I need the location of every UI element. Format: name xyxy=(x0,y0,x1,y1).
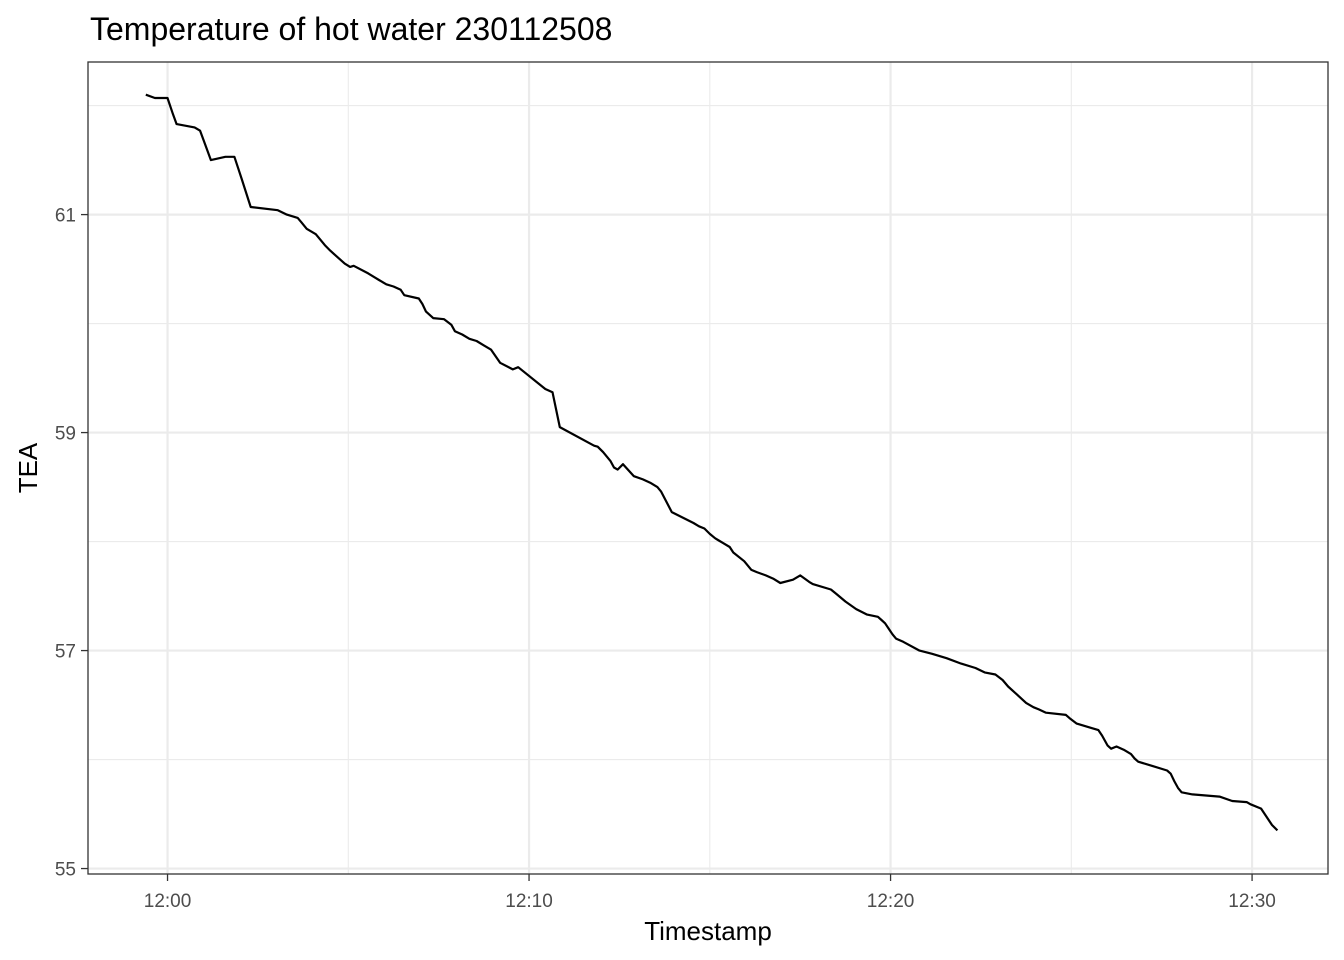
y-tick-label: 55 xyxy=(55,860,76,881)
x-tick-label: 12:10 xyxy=(505,891,553,912)
x-tick-label: 12:20 xyxy=(867,891,915,912)
gridlines xyxy=(88,62,1328,874)
y-tick-label: 59 xyxy=(55,424,76,445)
y-tick-label: 61 xyxy=(55,206,76,227)
y-tick-label: 57 xyxy=(55,642,76,663)
x-tick-label: 12:30 xyxy=(1228,891,1276,912)
x-axis-title: Timestamp xyxy=(644,916,772,946)
y-axis-title: TEA xyxy=(13,442,43,493)
chart-title: Temperature of hot water 230112508 xyxy=(90,11,612,47)
axis-ticks: 12:00 12:10 12:20 12:30 55 57 59 61 xyxy=(55,206,1276,912)
x-tick-label: 12:00 xyxy=(144,891,192,912)
panel-border xyxy=(87,61,1329,875)
temperature-line xyxy=(145,93,1279,832)
